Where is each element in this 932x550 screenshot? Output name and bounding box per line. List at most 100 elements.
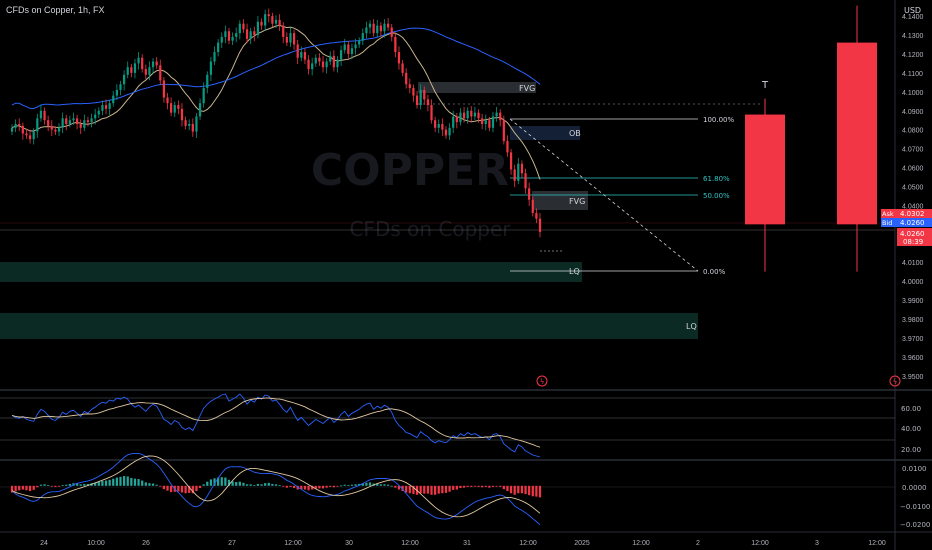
macd-signal-line	[11, 455, 541, 518]
macd-bar	[54, 485, 57, 487]
time-tick: 12:00	[868, 540, 886, 547]
macd-bar	[517, 485, 520, 494]
candle-body	[354, 44, 357, 49]
price-tick: 4.0500	[902, 184, 924, 191]
time-tick: 26	[142, 540, 150, 547]
macd-bar	[332, 485, 335, 488]
candle-body	[343, 44, 346, 51]
lq-lower-zone[interactable]	[0, 313, 698, 339]
fvg-upper-zone[interactable]	[418, 82, 536, 93]
projection-candles	[745, 5, 877, 272]
time-tick: 30	[345, 540, 353, 547]
macd-bar	[206, 481, 209, 486]
rsi-lines	[11, 393, 541, 458]
time-tick: 12:00	[632, 540, 650, 547]
candle-body	[133, 63, 137, 73]
candle-body	[289, 33, 292, 43]
time-tick: 2	[696, 540, 700, 547]
candle-body	[43, 110, 46, 121]
candle-body	[170, 103, 173, 113]
fib-retracement[interactable]: 100.00% 61.80% 50.00% 0.00%	[509, 116, 734, 276]
time-tick: 31	[463, 540, 471, 547]
candle-body	[513, 169, 516, 181]
candle-body	[151, 61, 155, 68]
macd-bar	[307, 485, 310, 491]
candle-body	[473, 112, 477, 117]
candle-body	[401, 63, 404, 73]
macd-bar	[282, 485, 285, 487]
macd-bar	[238, 481, 241, 486]
macd-bar	[477, 485, 480, 487]
macd-bar	[444, 485, 448, 493]
candle-body	[166, 97, 169, 104]
macd-bar	[65, 484, 68, 486]
macd-bar	[94, 482, 97, 486]
macd-tick--0.01: −0.0100	[900, 503, 930, 511]
price-tick: 4.0400	[902, 203, 924, 210]
zones-layer	[0, 82, 698, 339]
macd-bar	[115, 477, 118, 486]
candle-body	[122, 74, 126, 85]
ask-tag-value: 4.0302	[900, 210, 925, 218]
time-tick: 12:00	[401, 540, 419, 547]
macd-bar	[470, 485, 473, 487]
macd-bar	[271, 483, 274, 486]
rsi-tick-20: 20.00	[901, 446, 921, 454]
candle-body	[430, 105, 433, 121]
candle-body	[462, 112, 466, 119]
candle-body	[50, 125, 53, 130]
candle-body	[325, 61, 328, 68]
rsi-pane[interactable]: 60.00 40.00 20.00	[0, 393, 921, 458]
macd-bar	[224, 477, 227, 486]
currency-label: USD	[904, 6, 921, 15]
candle-body	[332, 55, 335, 68]
candle-body	[21, 125, 24, 134]
fvg-lower-zone[interactable]	[532, 191, 588, 210]
macd-bar	[28, 485, 32, 492]
candle-body	[408, 84, 411, 89]
candle-body	[253, 31, 256, 36]
macd-bar	[528, 485, 531, 496]
price-axis[interactable]: USD 4.1400 4.1300 4.1200 4.1100 4.1000 4.0900…	[881, 0, 932, 550]
candle-body	[155, 61, 158, 66]
macd-bar	[419, 485, 422, 494]
candle-body	[303, 52, 307, 60]
ob-zone[interactable]	[510, 126, 580, 140]
macd-bar	[354, 484, 357, 486]
candle-body	[448, 127, 451, 136]
macd-bar	[217, 477, 220, 486]
candle-body	[415, 95, 419, 106]
candle-body	[361, 33, 364, 41]
macd-pane[interactable]: 0.0100 0.0000 −0.0100 −0.0200	[0, 452, 930, 529]
macd-bar	[195, 485, 198, 492]
macd-bar	[25, 485, 28, 491]
macd-bar	[180, 485, 184, 493]
candle-body	[75, 118, 79, 125]
lq-upper-zone[interactable]	[0, 262, 582, 282]
candle-body	[405, 72, 408, 85]
macd-bar	[126, 476, 129, 486]
candle-body	[242, 23, 245, 30]
fib-label-0: 0.00%	[703, 268, 726, 276]
macd-tick--0.02: −0.0200	[900, 521, 930, 529]
macd-bar	[18, 485, 21, 491]
price-tick: 4.0600	[902, 166, 924, 173]
candle-body	[495, 112, 498, 117]
macd-bar	[256, 483, 260, 486]
macd-bar	[188, 485, 191, 493]
alert-icon-axis[interactable]: ϟ	[889, 375, 901, 387]
candle-body	[101, 105, 104, 111]
macd-bar	[119, 476, 122, 486]
price-tick: 4.0900	[902, 109, 924, 116]
price-tick: 3.9800	[902, 317, 924, 324]
candle-body	[419, 89, 422, 106]
candle-body	[300, 52, 303, 58]
candle-body	[39, 110, 43, 119]
macd-bar	[144, 482, 147, 486]
alert-icon[interactable]: ϟ	[536, 375, 548, 387]
candle-body	[538, 218, 542, 232]
candle-body	[130, 67, 133, 73]
macd-bar	[379, 484, 382, 486]
time-axis[interactable]: 24 10:00 26 27 12:00 30 12:00 31 12:00 2025 12:00 2…	[40, 540, 886, 547]
